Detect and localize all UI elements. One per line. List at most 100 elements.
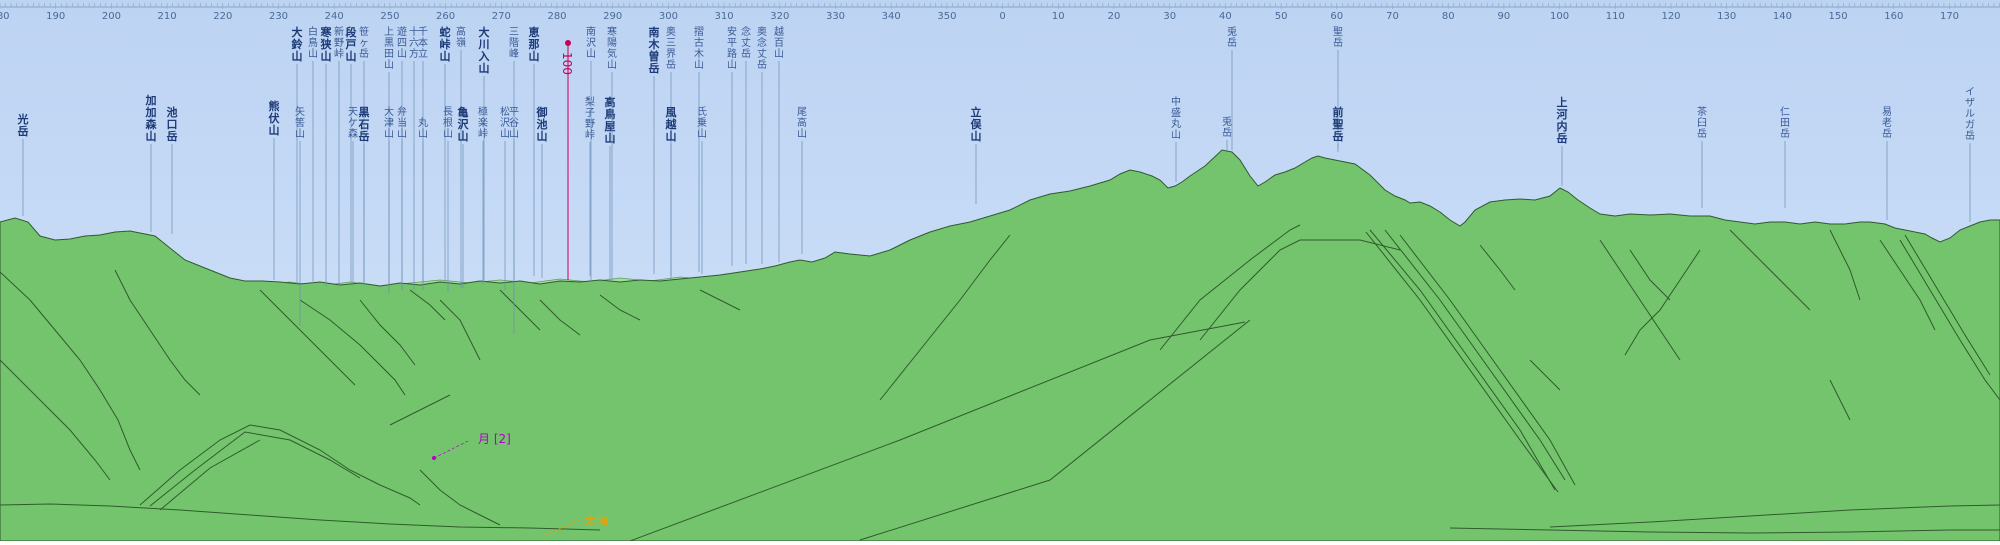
- peak-name: 前聖岳: [1333, 105, 1344, 143]
- peak-name: 聖岳: [1333, 26, 1343, 49]
- peak-label[interactable]: 兎岳: [1227, 26, 1237, 150]
- peak-name: 寒狭山: [320, 25, 333, 63]
- ruler-tick-label: 50: [1275, 11, 1288, 22]
- peak-label[interactable]: 奥念丈岳: [757, 25, 767, 264]
- sun-marker[interactable]: 太陽: [544, 513, 608, 536]
- peak-label[interactable]: 矢筈山: [295, 105, 305, 326]
- peak-label[interactable]: 大津山: [384, 105, 394, 294]
- peak-label[interactable]: 中盛丸山: [1171, 95, 1181, 182]
- peak-name: 段戸山: [346, 25, 357, 63]
- peak-label[interactable]: 亀沢山: [458, 105, 470, 288]
- peak-label[interactable]: 弁当山: [397, 105, 407, 290]
- ridge-details: [0, 224, 2000, 542]
- peak-name: 上河内岳: [1557, 95, 1568, 145]
- peak-label[interactable]: 池口岳: [167, 105, 178, 234]
- ruler-tick-label: 130: [1717, 11, 1736, 22]
- ruler-tick-label: 340: [882, 11, 901, 22]
- peak-label[interactable]: 南木曽岳: [648, 25, 661, 274]
- peak-label[interactable]: 平谷山: [509, 107, 519, 300]
- peak-label[interactable]: 易老岳: [1882, 106, 1892, 220]
- peak-name: 松沢山: [500, 105, 510, 140]
- peak-name: 遊四山: [397, 25, 407, 60]
- peak-label[interactable]: イザルガ岳: [1965, 87, 1975, 222]
- peak-label[interactable]: 安平路山: [727, 25, 737, 266]
- peak-label[interactable]: 仁田岳: [1780, 106, 1790, 208]
- peak-label[interactable]: 茶臼岳: [1697, 105, 1707, 208]
- peak-label[interactable]: 摺古木山: [694, 25, 704, 272]
- ruler-tick-label: 310: [715, 11, 734, 22]
- peak-label[interactable]: 梨子野峠: [585, 95, 595, 276]
- ruler-tick-label: 110: [1606, 11, 1625, 22]
- peak-label[interactable]: 上河内岳: [1557, 95, 1568, 186]
- sun-label: 太陽: [584, 513, 608, 528]
- ruler-tick-label: 190: [46, 11, 65, 22]
- ruler-tick-label: 90: [1498, 11, 1511, 22]
- peak-label[interactable]: 蛇峠山: [440, 25, 451, 284]
- red-marker[interactable]: 100: [560, 40, 574, 280]
- peak-label[interactable]: 風越山: [665, 106, 678, 280]
- peak-label[interactable]: 高鳥屋山: [605, 95, 616, 280]
- peak-name: 光岳: [17, 112, 29, 138]
- peak-name: 白鳥山: [308, 25, 318, 60]
- ruler-tick-label: 30: [1163, 11, 1176, 22]
- moon-label: 月 [2]: [478, 432, 511, 446]
- peak-name: 大川入山: [478, 25, 490, 75]
- peak-name: 平谷山: [509, 107, 519, 140]
- peak-name: 千本立: [418, 26, 428, 60]
- peak-name: 念丈岳: [741, 25, 751, 60]
- peak-label[interactable]: 光岳: [17, 112, 29, 216]
- peak-label[interactable]: 丸山: [418, 116, 428, 290]
- bearing-ruler: 1801902002102202302402502602702802903003…: [0, 3, 2000, 22]
- peak-name: 易老岳: [1882, 106, 1892, 140]
- ruler-tick-label: 250: [380, 11, 399, 22]
- ruler-tick-label: 80: [1442, 11, 1455, 22]
- ruler-tick-label: 230: [269, 11, 288, 22]
- peak-label[interactable]: 新野峠: [334, 25, 344, 286]
- ruler-tick-label: 70: [1386, 11, 1399, 22]
- ruler-tick-label: 10: [1052, 11, 1065, 22]
- peak-label[interactable]: 黒石岳: [358, 106, 370, 284]
- peak-label[interactable]: 尾高山: [797, 106, 807, 254]
- peak-label[interactable]: 前聖岳: [1333, 105, 1344, 152]
- peak-name: 越百山: [774, 25, 784, 60]
- peak-name: 矢筈山: [295, 105, 305, 140]
- peak-label[interactable]: 寒狭山: [320, 25, 333, 286]
- peak-label[interactable]: 立俣山: [971, 105, 983, 204]
- peak-label[interactable]: 聖岳: [1333, 26, 1343, 148]
- peak-name: 熊伏山: [269, 99, 280, 137]
- peak-label[interactable]: 加加森山: [145, 93, 158, 232]
- peak-label[interactable]: 念丈岳: [741, 25, 751, 264]
- peak-name: 氏乗山: [697, 106, 707, 140]
- peak-label[interactable]: 御池山: [536, 105, 548, 278]
- peak-name: 蛇峠山: [440, 25, 451, 63]
- peak-label[interactable]: 氏乗山: [697, 106, 707, 274]
- ruler-tick-label: 300: [659, 11, 678, 22]
- peak-label[interactable]: 白鳥山: [308, 25, 318, 284]
- peak-label[interactable]: 松沢山: [500, 105, 510, 290]
- peak-label[interactable]: 大鈴山: [292, 25, 304, 284]
- ruler-tick-label: 210: [158, 11, 177, 22]
- peak-label[interactable]: 恵那山: [529, 25, 540, 276]
- peak-label[interactable]: 極楽峠: [478, 105, 488, 284]
- peak-label[interactable]: 天ケ森: [348, 107, 358, 286]
- peak-label[interactable]: 寒陽気山: [607, 25, 617, 280]
- peak-label[interactable]: 兎岳: [1222, 116, 1232, 150]
- peak-label[interactable]: 越百山: [774, 25, 784, 262]
- peak-name: 奥念丈岳: [757, 25, 767, 71]
- peak-label[interactable]: 南沢山: [586, 25, 596, 280]
- peak-label[interactable]: 長根山: [443, 106, 453, 292]
- peak-name: 大鈴山: [292, 25, 304, 63]
- peak-name: 極楽峠: [478, 105, 488, 140]
- peak-name: 長根山: [443, 106, 453, 140]
- peak-label[interactable]: 熊伏山: [269, 99, 280, 280]
- moon-marker[interactable]: 月 [2]: [432, 432, 511, 460]
- peak-label[interactable]: 高嶺: [456, 25, 466, 288]
- peak-name: 丸山: [418, 116, 428, 140]
- peak-label[interactable]: 十六方: [409, 25, 419, 290]
- peak-name: 仁田岳: [1780, 106, 1790, 140]
- ruler-tick-label: 20: [1108, 11, 1121, 22]
- peak-label[interactable]: 段戸山: [346, 25, 357, 282]
- peak-label[interactable]: 大川入山: [478, 25, 490, 282]
